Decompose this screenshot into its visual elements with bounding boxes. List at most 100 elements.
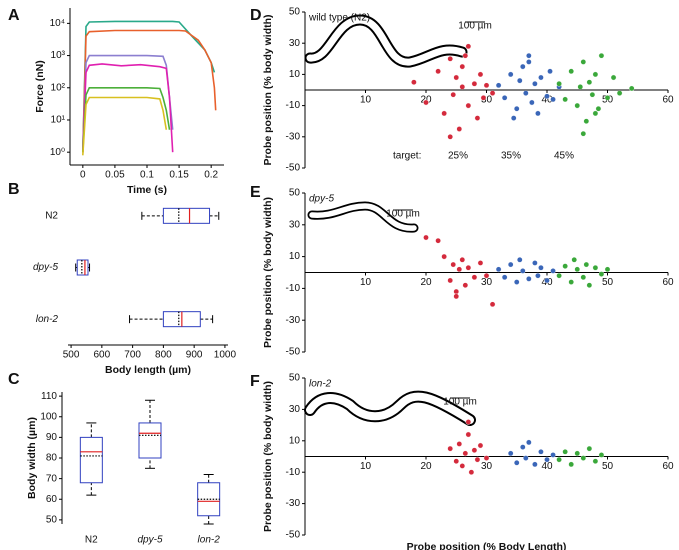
y-tick-label: 50 [46,515,58,526]
probe-point [526,52,532,59]
probe-point [477,442,484,449]
probe-point [532,80,538,87]
category-label: lon-2 [36,314,59,325]
probe-point [501,95,508,101]
probe-point [598,52,605,59]
probe-point [513,279,520,285]
probe-point [598,271,605,277]
scale-bar-label: 100 µm [443,397,477,408]
probe-point [453,288,460,295]
x-axis-label: Body length (µm) [105,364,191,376]
probe-point [550,96,556,103]
probe-point [507,71,514,78]
annotation: wild type (N2) [308,13,370,24]
x-tick-label: 20 [420,461,432,472]
probe-point [471,274,478,281]
probe-point [535,272,541,279]
probe-point [456,126,463,132]
probe-point [574,450,581,457]
probe-point [480,95,487,101]
force-line [82,63,174,153]
probe-point [532,461,538,468]
probe-point [580,59,587,65]
probe-point [586,79,593,85]
force-line [82,20,216,153]
y-axis-label: Probe position (% body width) [262,197,274,348]
panel-label: C [8,371,20,388]
probe-point [423,99,429,106]
x-tick-label: 0.1 [140,170,154,181]
y-tick-label: 10⁰ [50,147,65,158]
y-tick-label: -30 [286,131,301,142]
y-tick-label: 50 [289,373,301,384]
probe-point [459,84,466,90]
x-tick-label: 10 [360,277,372,288]
probe-point [574,102,581,109]
y-tick-label: 10 [289,69,301,80]
probe-point [544,456,550,463]
y-tick-label: 50 [289,188,301,199]
y-tick-label: 10² [51,82,66,93]
probe-point [465,43,472,50]
probe-point [441,110,447,117]
box [76,259,89,276]
probe-point [456,266,463,273]
probe-point [592,71,599,78]
force-line [82,96,168,156]
probe-point [435,237,441,244]
probe-point [556,80,562,87]
worm-e [307,201,419,233]
probe-point [468,469,475,476]
probe-point [447,445,454,452]
x-tick-label: 20 [420,277,432,288]
probe-point [571,256,578,263]
y-tick-label: 10 [289,435,301,446]
scale-bar-label: 100 µm [458,21,492,32]
force-line [82,54,174,153]
panel-label: E [250,184,261,201]
probe-point [583,261,590,268]
probe-point [495,266,502,273]
panel-label: F [250,373,260,390]
y-tick-label: 110 [41,391,57,402]
force-line [82,29,217,153]
y-tick-label: 30 [289,38,301,49]
probe-point [495,82,502,89]
probe-point [450,91,457,98]
probe-point [604,266,611,273]
probe-point [532,260,538,266]
y-tick-label: 80 [46,453,58,464]
probe-point [586,282,593,289]
probe-point [450,261,457,268]
probe-point [598,452,605,458]
probe-point [526,59,532,65]
probe-point [483,272,490,279]
probe-point [610,74,617,81]
probe-point [550,268,556,274]
probe-point [447,56,454,62]
probe-point [523,90,529,96]
probe-point [513,459,520,466]
probe-point [465,431,472,438]
probe-point [589,91,596,98]
y-tick-label: -10 [286,100,301,111]
probe-point [538,448,544,455]
category-label: N2 [45,210,58,221]
probe-point [453,458,460,465]
probe-point [574,266,581,273]
probe-point [477,260,484,266]
y-tick-label: -30 [286,315,301,326]
x-tick-label: 1000 [214,350,237,361]
probe-point [604,95,611,101]
probe-point [459,463,466,469]
x-tick-label: 10 [360,461,372,472]
probe-point [423,234,429,241]
probe-point [507,261,514,268]
probe-point [520,444,526,450]
probe-point [520,63,526,70]
probe-point [462,450,469,457]
x-tick-label: 50 [602,277,614,288]
probe-point [516,256,523,263]
category-label: dpy-5 [33,262,58,273]
